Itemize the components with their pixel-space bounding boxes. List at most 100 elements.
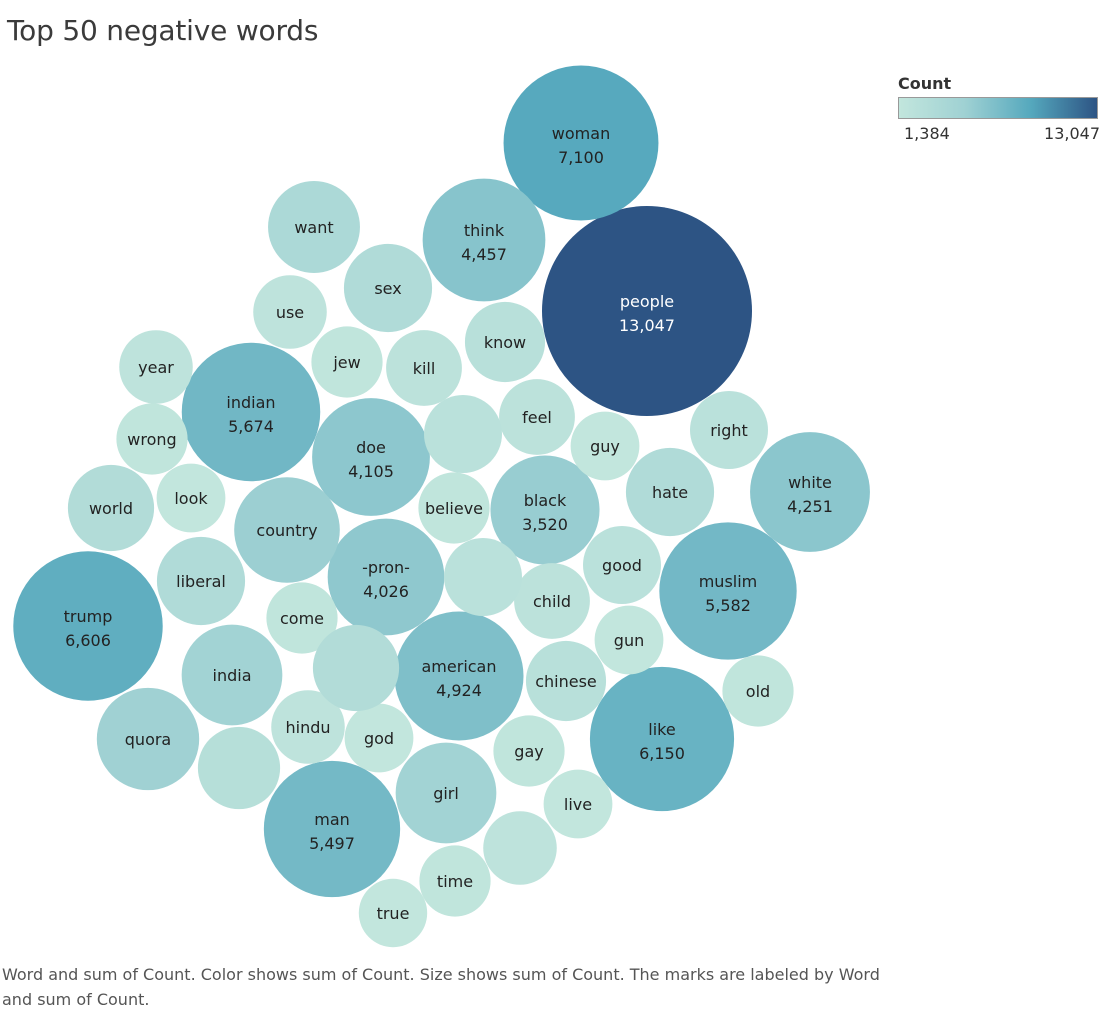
bubble-jew[interactable]: jew [311, 326, 383, 398]
bubble-circle[interactable] [119, 330, 193, 404]
bubble-circle[interactable] [570, 411, 640, 481]
bubble-circle[interactable] [311, 326, 383, 398]
bubble-god[interactable]: god [344, 703, 414, 773]
bubble-circle[interactable] [96, 687, 200, 791]
bubble-circle[interactable] [493, 715, 565, 787]
bubble-circle[interactable] [234, 477, 340, 583]
bubble-circle[interactable] [116, 403, 188, 475]
bubble-year[interactable]: year [119, 330, 193, 404]
bubble-wrong[interactable]: wrong [116, 403, 188, 475]
bubble-old[interactable]: old [722, 655, 794, 727]
bubble-circle[interactable] [582, 525, 662, 605]
bubble-circle[interactable] [483, 811, 557, 885]
bubble-circle[interactable] [327, 518, 445, 636]
bubble-use[interactable]: use [253, 275, 327, 349]
bubble-look[interactable]: look [156, 463, 226, 533]
bubble-india[interactable]: india [181, 624, 283, 726]
bubble-circle[interactable] [625, 447, 715, 537]
bubble-girl[interactable]: girl [395, 742, 497, 844]
bubble-sex[interactable]: sex [343, 243, 433, 333]
bubble-circle[interactable] [594, 605, 664, 675]
bubble-kill[interactable]: kill [386, 330, 462, 406]
bubble-gay[interactable]: gay [493, 715, 565, 787]
bubble-circle[interactable] [418, 472, 490, 544]
bubble-circle[interactable] [464, 301, 546, 383]
bubble-circle[interactable] [67, 464, 155, 552]
bubble-want[interactable]: want [268, 181, 360, 273]
bubble-country[interactable]: country [234, 477, 340, 583]
bubble-circle[interactable] [13, 551, 163, 701]
bubble-circle[interactable] [689, 390, 769, 470]
bubble-world[interactable]: world [67, 464, 155, 552]
bubble-circle[interactable] [514, 563, 590, 639]
bubble-good[interactable]: good [582, 525, 662, 605]
bubble-circle[interactable] [386, 330, 462, 406]
bubble-think[interactable]: think 4,457 [422, 178, 546, 302]
bubble-child[interactable]: child [514, 563, 590, 639]
bubble-circle[interactable] [156, 536, 246, 626]
bubble-black[interactable]: black 3,520 [490, 455, 600, 565]
bubble-circle[interactable] [312, 624, 400, 712]
bubble-circle[interactable] [268, 181, 360, 273]
bubble-woman[interactable]: woman 7,100 [503, 65, 659, 221]
bubble-guy[interactable]: guy [570, 411, 640, 481]
bubble-white[interactable]: white 4,251 [750, 432, 870, 552]
bubble-circle[interactable] [419, 845, 491, 917]
bubble-circle[interactable] [181, 624, 283, 726]
bubble-indian[interactable]: indian 5,674 [181, 342, 321, 482]
bubble-circle[interactable] [394, 611, 524, 741]
bubble-come[interactable]: come [266, 582, 338, 654]
bubble-trump[interactable]: trump 6,606 [13, 551, 163, 701]
bubble-doe[interactable]: doe 4,105 [312, 398, 430, 516]
bubble-circle[interactable] [490, 455, 600, 565]
bubble-believe[interactable]: believe [418, 472, 490, 544]
bubble-quora[interactable]: quora [96, 687, 200, 791]
bubble-circle[interactable] [266, 582, 338, 654]
bubble-like[interactable]: like 6,150 [589, 666, 735, 812]
bubble-know[interactable]: know [464, 301, 546, 383]
bubble-unlabeled[interactable] [197, 726, 281, 810]
bubble-circle[interactable] [343, 243, 433, 333]
bubble-circle[interactable] [503, 65, 659, 221]
bubble-circle[interactable] [750, 432, 870, 552]
bubble-circle[interactable] [263, 760, 401, 898]
bubble-feel[interactable]: feel [499, 379, 575, 455]
bubble-chinese[interactable]: chinese [525, 640, 607, 722]
bubble-circle[interactable] [197, 726, 281, 810]
bubble-circle[interactable] [722, 655, 794, 727]
bubble-circle[interactable] [443, 537, 523, 617]
bubble-circle[interactable] [253, 275, 327, 349]
bubble-circle[interactable] [312, 398, 430, 516]
bubble--pron-[interactable]: -pron- 4,026 [327, 518, 445, 636]
bubble-people[interactable]: people 13,047 [542, 206, 752, 416]
bubble-american[interactable]: american 4,924 [394, 611, 524, 741]
bubble-unlabeled[interactable] [483, 811, 557, 885]
bubble-unlabeled[interactable] [312, 624, 400, 712]
bubble-liberal[interactable]: liberal [156, 536, 246, 626]
bubble-circle[interactable] [271, 690, 345, 764]
bubble-unlabeled[interactable] [443, 537, 523, 617]
bubble-circle[interactable] [156, 463, 226, 533]
bubble-man[interactable]: man 5,497 [263, 760, 401, 898]
bubble-circle[interactable] [499, 379, 575, 455]
bubble-circle[interactable] [659, 522, 797, 660]
bubble-hate[interactable]: hate [625, 447, 715, 537]
bubble-circle[interactable] [525, 640, 607, 722]
bubble-time[interactable]: time [419, 845, 491, 917]
bubble-circle[interactable] [423, 394, 503, 474]
bubble-circle[interactable] [358, 878, 428, 948]
bubble-circle[interactable] [542, 206, 752, 416]
bubble-circle[interactable] [395, 742, 497, 844]
bubble-circle[interactable] [422, 178, 546, 302]
bubble-circle[interactable] [589, 666, 735, 812]
bubble-circle[interactable] [344, 703, 414, 773]
bubble-hindu[interactable]: hindu [271, 690, 345, 764]
bubble-muslim[interactable]: muslim 5,582 [659, 522, 797, 660]
bubble-circle[interactable] [181, 342, 321, 482]
bubble-circle[interactable] [543, 769, 613, 839]
bubble-right[interactable]: right [689, 390, 769, 470]
bubble-unlabeled[interactable] [423, 394, 503, 474]
bubble-live[interactable]: live [543, 769, 613, 839]
bubble-gun[interactable]: gun [594, 605, 664, 675]
bubble-true[interactable]: true [358, 878, 428, 948]
